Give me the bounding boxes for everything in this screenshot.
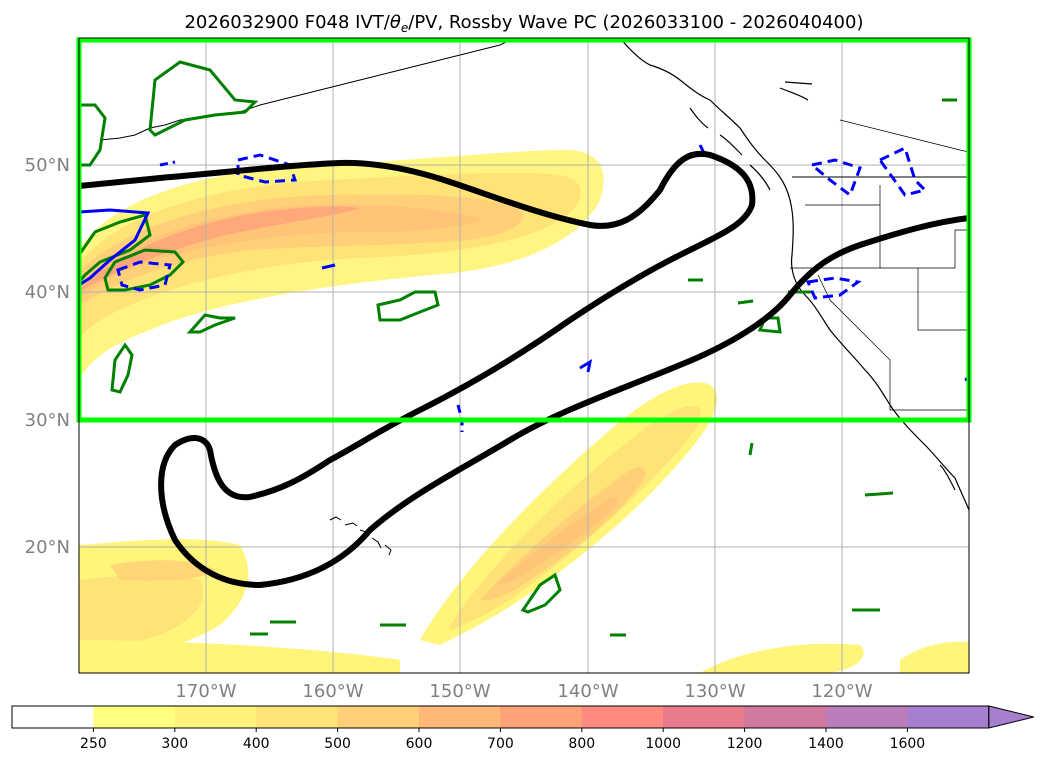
theta-e-dashed-2: [116, 260, 172, 292]
lon-label-170w: 170°W: [175, 681, 236, 702]
lon-label-160w: 160°W: [302, 681, 363, 702]
pv-contour-1: [148, 60, 259, 137]
lat-label-20n: 20°N: [25, 537, 70, 558]
title-theta-subscript: e: [401, 21, 408, 35]
pv-contour-4: [103, 248, 186, 292]
map-content: [79, 38, 969, 673]
theta-e-dashed-4: [805, 276, 862, 300]
lat-label-30n: 30°N: [25, 410, 70, 431]
colorbar-segment: [419, 706, 501, 728]
map-gridlines: [79, 38, 969, 673]
colorbar-tick-label: 500: [324, 736, 351, 752]
title-prefix: 2026032900 F048 IVT/: [184, 12, 390, 33]
lon-label-140w: 140°W: [557, 681, 618, 702]
colorbar-tick-label: 1600: [890, 736, 926, 752]
colorbar-segment: [256, 706, 339, 728]
lon-tick-labels: 170°W 160°W 150°W 140°W 130°W 120°W: [175, 681, 872, 702]
pv-contours: [79, 60, 957, 637]
title-theta: θ: [390, 12, 401, 33]
colorbar-segment: [93, 706, 176, 728]
ivt-colorbar: 250 300 400 500 600 700 800 1000 1200 1400 1600: [11, 705, 1034, 752]
lat-label-40n: 40°N: [25, 282, 70, 303]
colorbar-segment: [907, 706, 990, 728]
colorbar-tick-label: 1200: [727, 736, 763, 752]
pv-contour-3: [79, 213, 152, 283]
pv-contour-7: [376, 290, 440, 322]
lon-label-120w: 120°W: [811, 681, 872, 702]
colorbar-tick-label: 800: [568, 736, 595, 752]
figure-title: 2026032900 F048 IVT/θe/PV, Rossby Wave P…: [184, 12, 863, 35]
colorbar-tick-label: 1400: [808, 736, 844, 752]
lon-label-150w: 150°W: [429, 681, 490, 702]
colorbar-tick-label: 600: [406, 736, 433, 752]
pv-contour-8: [520, 572, 562, 614]
colorbar-segment: [581, 706, 664, 728]
colorbar-tick-label: 400: [243, 736, 270, 752]
theta-e-solid-1: [79, 208, 151, 287]
colorbar-tick-label: 1000: [645, 736, 681, 752]
colorbar-segment: [826, 706, 908, 728]
pv-contour-5: [110, 342, 134, 394]
colorbar-segment: [744, 706, 827, 728]
colorbar-segment: [12, 706, 94, 728]
colorbar-tick-label: 700: [487, 736, 514, 752]
ivt-north-plume: [79, 149, 604, 380]
lat-tick-labels: 50°N 40°N 30°N 20°N: [25, 155, 70, 558]
colorbar-tick-label: 250: [80, 736, 107, 752]
title-suffix: /PV, Rossby Wave PC (2026033100 - 202604…: [408, 12, 863, 33]
theta-e-dashed-3: [808, 145, 928, 198]
colorbar-extend-arrow: [988, 705, 1034, 729]
coastline-islands: [99, 39, 511, 556]
map-frame: [78, 37, 970, 674]
pv-contour-6: [186, 313, 236, 334]
colorbar-segment: [500, 706, 583, 728]
lon-label-130w: 130°W: [684, 681, 745, 702]
colorbar-tick-label: 300: [161, 736, 188, 752]
theta-e-dashed-1: [236, 153, 298, 184]
pv-contour-2: [79, 103, 107, 167]
rossby-wave-contour: [79, 150, 969, 588]
colorbar-segment: [663, 706, 746, 728]
lat-label-50n: 50°N: [25, 155, 70, 176]
colorbar-segment: [174, 706, 257, 728]
colorbar-segment: [337, 706, 420, 728]
